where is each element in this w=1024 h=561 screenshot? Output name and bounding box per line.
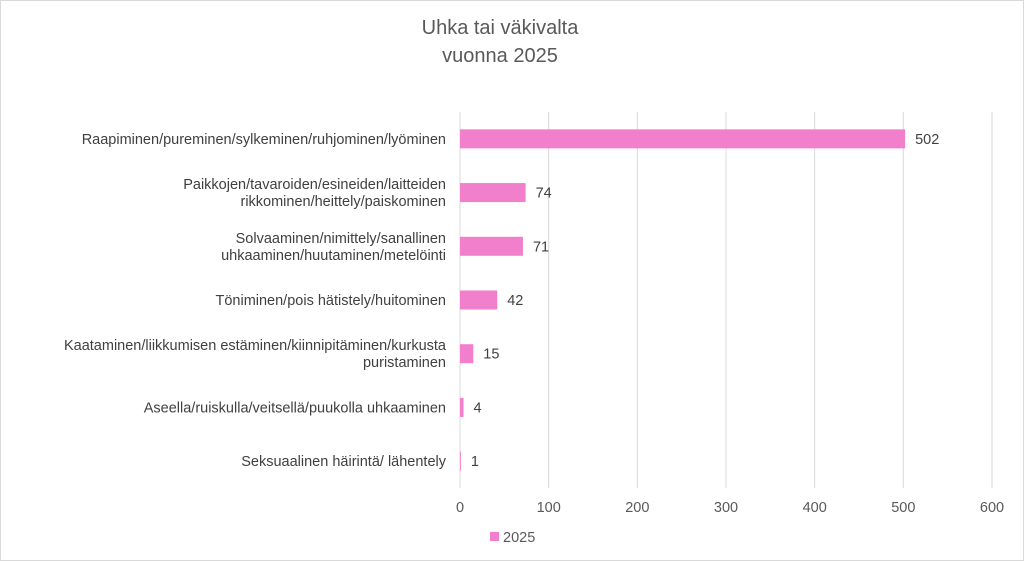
data-label-3: 71 — [533, 239, 549, 255]
data-label-2: 74 — [536, 186, 552, 202]
x-tick-label-200: 200 — [625, 500, 649, 516]
legend-label-2025: 2025 — [503, 530, 535, 546]
bar-1 — [460, 129, 906, 149]
x-tick-label-600: 600 — [980, 500, 1004, 516]
data-label-7: 1 — [471, 454, 479, 470]
category-label-5-line-1: Kaataminen/liikkumisen estäminen/kiinnip… — [64, 338, 447, 354]
bar-7 — [460, 451, 461, 471]
x-tick-label-400: 400 — [803, 500, 827, 516]
category-label-2-line-1: Paikkojen/tavaroiden/esineiden/laitteide… — [183, 177, 446, 193]
category-label-3-line-2: uhkaaminen/huutaminen/metelöinti — [221, 248, 446, 264]
bar-4 — [460, 290, 498, 310]
x-tick-label-500: 500 — [891, 500, 915, 516]
chart-title-line-2: vuonna 2025 — [442, 45, 558, 67]
chart-title-line-1: Uhka tai väkivalta — [422, 17, 580, 39]
x-tick-label-0: 0 — [456, 500, 464, 516]
x-tick-label-100: 100 — [537, 500, 561, 516]
legend-swatch-2025 — [490, 532, 499, 541]
bar-6 — [460, 397, 464, 417]
category-label-4-line-1: Töniminen/pois hätistely/huitominen — [215, 293, 446, 309]
bar-2 — [460, 183, 526, 203]
data-label-6: 4 — [474, 400, 482, 416]
data-label-5: 15 — [483, 347, 499, 363]
category-label-3-line-1: Solvaaminen/nimittely/sanallinen — [236, 231, 446, 247]
data-label-4: 42 — [507, 293, 523, 309]
data-label-1: 502 — [915, 132, 939, 148]
category-label-1-line-1: Raapiminen/pureminen/sylkeminen/ruhjomin… — [82, 132, 446, 148]
bar-3 — [460, 236, 523, 256]
category-label-5-line-2: puristaminen — [363, 355, 446, 371]
bar-5 — [460, 344, 474, 364]
category-label-2-line-2: rikkominen/heittely/paiskominen — [240, 194, 446, 210]
category-label-6-line-1: Aseella/ruiskulla/veitsellä/puukolla uhk… — [144, 400, 446, 416]
x-tick-label-300: 300 — [714, 500, 738, 516]
category-label-7-line-1: Seksuaalinen häirintä/ lähentely — [241, 454, 446, 470]
